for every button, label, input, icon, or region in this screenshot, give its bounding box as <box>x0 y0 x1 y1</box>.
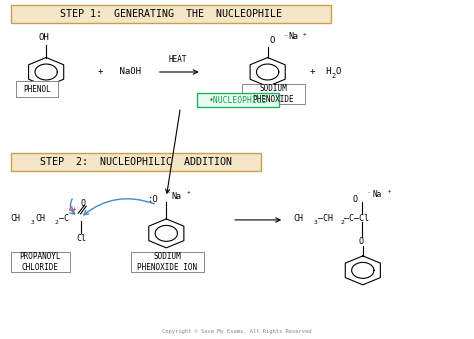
Text: CH: CH <box>293 214 303 223</box>
FancyBboxPatch shape <box>16 81 58 97</box>
Text: +: + <box>303 32 307 37</box>
Text: STEP 1:  GENERATING  THE  NUCLEOPHILE: STEP 1: GENERATING THE NUCLEOPHILE <box>60 9 282 19</box>
Text: –C: –C <box>59 214 69 223</box>
FancyBboxPatch shape <box>11 5 331 23</box>
Text: –C–Cl: –C–Cl <box>345 214 369 223</box>
Text: +: + <box>187 189 191 194</box>
FancyBboxPatch shape <box>131 252 204 272</box>
Text: 2: 2 <box>331 73 336 79</box>
FancyBboxPatch shape <box>242 84 305 104</box>
Text: Na: Na <box>372 190 382 199</box>
Text: 3: 3 <box>31 220 34 225</box>
Text: 2: 2 <box>341 220 345 225</box>
Text: O: O <box>353 195 357 204</box>
Text: +: + <box>387 188 391 193</box>
Text: 2: 2 <box>54 220 58 225</box>
Text: ⁻: ⁻ <box>283 35 287 41</box>
Text: O: O <box>81 199 85 207</box>
Text: PHENOL: PHENOL <box>23 85 51 94</box>
Text: ⁻: ⁻ <box>366 192 370 197</box>
Text: Cl: Cl <box>77 234 87 243</box>
Text: +  H: + H <box>310 67 331 77</box>
Text: O: O <box>358 237 363 246</box>
Text: PROPANOYL
CHLORIDE: PROPANOYL CHLORIDE <box>19 252 61 272</box>
FancyBboxPatch shape <box>11 153 261 171</box>
Text: SODIUM
PHENOXIDE ION: SODIUM PHENOXIDE ION <box>137 252 198 272</box>
Text: STEP  2:  NUCLEOPHILIC  ADDITION: STEP 2: NUCLEOPHILIC ADDITION <box>40 157 232 167</box>
Text: :O: :O <box>147 195 158 204</box>
Text: δ+: δ+ <box>69 206 77 212</box>
Text: Na: Na <box>288 32 298 41</box>
Text: Copyright © Save My Exams. All Rights Reserved: Copyright © Save My Exams. All Rights Re… <box>162 329 312 334</box>
Text: 3: 3 <box>313 220 317 225</box>
Text: •NUCLEOPHILE: •NUCLEOPHILE <box>209 96 267 105</box>
Text: –CH: –CH <box>318 214 333 223</box>
Text: O: O <box>270 36 275 45</box>
Text: O: O <box>336 67 341 77</box>
Text: HEAT: HEAT <box>169 55 187 64</box>
Text: CH: CH <box>36 214 46 223</box>
Text: +   NaOH: + NaOH <box>98 67 141 77</box>
Text: CH: CH <box>11 214 21 223</box>
Text: Na: Na <box>171 192 181 201</box>
Text: OH: OH <box>38 34 49 42</box>
Text: SODIUM
PHENOXIDE: SODIUM PHENOXIDE <box>253 84 294 103</box>
FancyBboxPatch shape <box>11 252 70 272</box>
Text: ⁻: ⁻ <box>166 192 171 198</box>
FancyBboxPatch shape <box>197 93 279 107</box>
